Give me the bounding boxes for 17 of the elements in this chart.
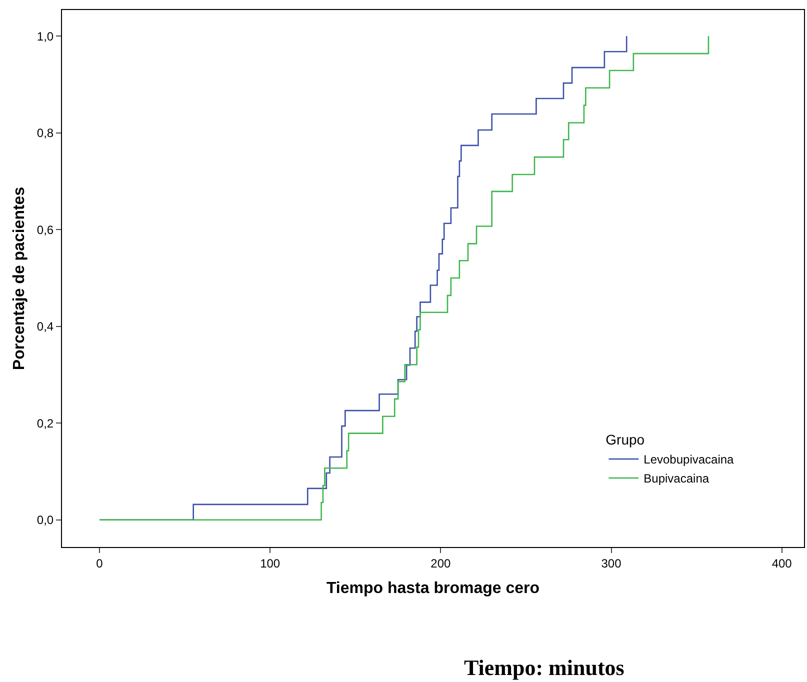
text: Tiempo: minutos <box>464 655 625 680</box>
y-tick-label: 0,4 <box>36 320 54 334</box>
legend-label: Bupivacaina <box>644 472 710 486</box>
legend-title: Grupo <box>606 432 645 448</box>
legend-label: Levobupivacaina <box>644 452 734 467</box>
x-tick-label: 300 <box>601 556 622 570</box>
x-tick-label: 100 <box>260 556 280 570</box>
y-tick-label: 0,8 <box>36 126 54 140</box>
y-tick-label: 0,6 <box>36 222 54 237</box>
x-tick-label: 400 <box>772 556 792 570</box>
x-tick-label: 200 <box>430 556 452 570</box>
y-tick-label: 1,0 <box>36 29 54 44</box>
y-axis-title: Porcentaje de pacientes <box>10 186 28 370</box>
y-tick-label: 0,0 <box>36 513 54 528</box>
x-axis-title: Tiempo hasta bromage cero <box>326 580 540 598</box>
y-tick-label: 0,2 <box>36 416 54 430</box>
x-tick-label: 0 <box>96 556 104 570</box>
